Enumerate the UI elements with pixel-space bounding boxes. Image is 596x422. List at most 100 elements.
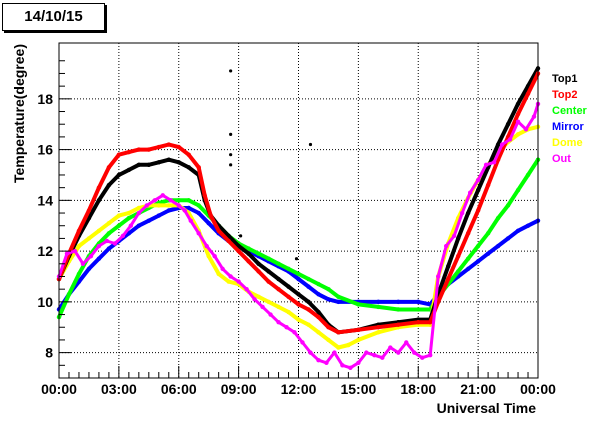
data-point-top2	[306, 307, 311, 312]
data-point-out	[412, 350, 417, 355]
data-point-out	[380, 355, 385, 360]
data-point-top1	[306, 299, 311, 305]
data-point-top2	[428, 319, 433, 325]
data-point-out	[104, 238, 110, 244]
legend-top2: Top2	[552, 89, 577, 101]
data-point-dome	[206, 253, 211, 259]
data-point-top2	[256, 269, 261, 274]
y-tick-label: 16	[37, 142, 53, 158]
data-point-center	[246, 246, 251, 251]
data-point-top1	[136, 162, 142, 168]
data-point-dome	[296, 317, 301, 322]
data-point-center	[106, 231, 112, 236]
data-point-center	[525, 172, 531, 178]
data-point-out	[300, 340, 305, 345]
data-point-center	[256, 251, 261, 256]
data-point-center	[326, 286, 331, 292]
data-point-center	[485, 231, 491, 236]
data-point-dome	[256, 294, 261, 299]
data-point-out	[176, 203, 181, 208]
data-point-top1	[296, 292, 301, 297]
data-point-center	[396, 307, 401, 312]
data-point-dome	[126, 210, 132, 216]
data-point-top2	[296, 302, 301, 307]
outlier-point	[229, 153, 233, 157]
y-tick-label: 10	[37, 294, 53, 310]
data-point-out	[308, 350, 313, 355]
data-point-mirror	[296, 276, 301, 282]
legend-dome: Dome	[552, 137, 583, 149]
series-out	[56, 101, 541, 371]
data-point-center	[186, 198, 191, 203]
axes: 8 10 12 14 16 18 00:00 03:00 06:00 09:00 12:00 15:0…	[37, 60, 556, 397]
data-point-top1	[226, 233, 231, 239]
data-point-mirror	[156, 213, 161, 218]
data-point-center	[336, 294, 341, 299]
data-point-top1	[106, 182, 112, 188]
data-point-top1	[475, 187, 481, 193]
data-point-top2	[286, 294, 291, 299]
data-point-center	[515, 187, 521, 193]
data-point-top2	[156, 144, 161, 150]
outlier-point	[239, 234, 243, 238]
data-point-dome	[346, 342, 351, 348]
data-point-dome	[306, 322, 311, 327]
data-point-center	[306, 276, 311, 282]
data-point-top1	[236, 243, 241, 249]
data-point-top1	[166, 157, 171, 162]
data-point-dome	[86, 236, 92, 241]
data-point-center	[266, 256, 271, 261]
data-point-top2	[236, 248, 241, 254]
x-tick-label: 06:00	[161, 381, 197, 397]
data-point-dome	[216, 271, 221, 277]
data-point-out	[136, 210, 142, 216]
data-point-top2	[202, 193, 207, 198]
data-point-center	[176, 198, 181, 203]
outlier-point	[229, 163, 233, 167]
data-point-dome	[76, 243, 82, 249]
y-axis-title: Temperature(degree)	[11, 44, 27, 183]
data-point-out	[364, 350, 369, 355]
data-point-out	[72, 248, 78, 254]
data-point-mirror	[416, 299, 421, 305]
legend: Top1 Top2 Center Mirror Dome Out	[552, 73, 588, 165]
data-point-top2	[356, 327, 361, 332]
data-point-mirror	[465, 266, 471, 272]
data-point-mirror	[106, 246, 112, 251]
data-point-top2	[106, 165, 112, 170]
data-point-out	[112, 241, 118, 246]
data-point-top1	[455, 236, 461, 241]
data-point-top1	[116, 172, 122, 178]
data-point-top2	[416, 319, 421, 325]
x-tick-label: 00:00	[520, 381, 556, 397]
data-point-out	[324, 360, 329, 365]
data-point-top1	[176, 160, 181, 165]
data-point-out	[332, 350, 337, 355]
data-point-top2	[126, 149, 132, 155]
data-point-out	[523, 127, 529, 132]
data-point-top2	[376, 325, 381, 330]
data-point-top2	[208, 213, 213, 218]
data-point-out	[152, 198, 157, 203]
data-point-center	[316, 281, 321, 287]
data-point-top1	[286, 284, 291, 289]
data-point-center	[66, 292, 72, 297]
data-point-top2	[515, 111, 521, 117]
data-point-out	[88, 253, 94, 259]
data-point-dome	[266, 299, 271, 305]
outlier-point	[294, 257, 299, 261]
data-point-out	[268, 312, 273, 317]
data-point-center	[276, 261, 281, 266]
data-point-center	[356, 302, 361, 307]
data-point-top2	[246, 259, 251, 264]
data-point-mirror	[326, 297, 331, 302]
data-point-dome	[326, 337, 331, 343]
series-line-top2	[57, 71, 540, 335]
data-point-out	[64, 251, 70, 256]
data-point-out	[316, 358, 321, 363]
data-point-out	[507, 137, 513, 142]
data-point-mirror	[515, 228, 521, 234]
outlier-point	[229, 132, 233, 136]
data-point-out	[348, 365, 353, 371]
